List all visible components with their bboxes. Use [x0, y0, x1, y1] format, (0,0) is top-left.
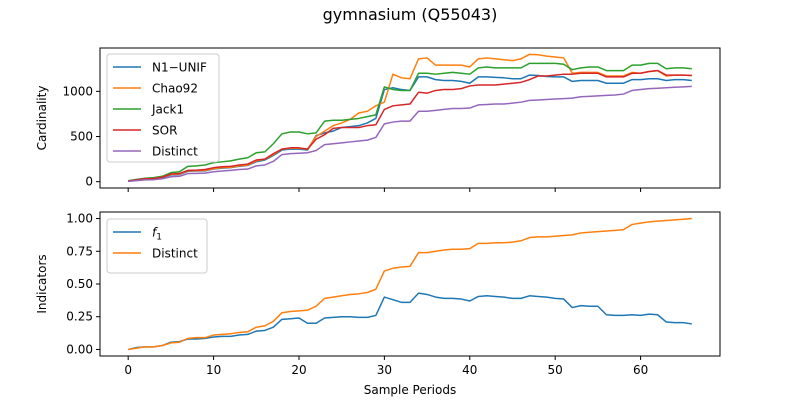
- y-tick-label: 0.00: [66, 342, 93, 356]
- y-tick-label: 500: [70, 130, 93, 144]
- series-line-1: [128, 53, 692, 182]
- x-tick-label: 0: [124, 363, 132, 377]
- y-tick-label: 1000: [62, 84, 93, 98]
- legend-label-3: SOR: [152, 124, 177, 138]
- series-line-0: [128, 292, 692, 351]
- y-tick-label: 0.50: [66, 277, 93, 291]
- axes-cardinality: 0 500 1000 Cardinality N1−UNIF Chao92 Jack1 SOR…: [35, 47, 721, 192]
- y-tick-label: 0.25: [66, 310, 93, 324]
- y-tick-label: 0.75: [66, 244, 93, 258]
- x-tick-label: 30: [377, 363, 392, 377]
- x-tick-label: 50: [548, 363, 563, 377]
- series-line-4: [128, 85, 692, 183]
- axes-indicators: 0 10 20 30 40 50 60 0.00 0.25 0.50 0.75 1.00 Indicat…: [35, 211, 721, 397]
- legend-label-4: Distinct: [152, 145, 198, 159]
- y-axis-label: Cardinality: [35, 86, 49, 151]
- legend-label-1: Chao92: [152, 82, 198, 96]
- series-line-3: [128, 69, 692, 182]
- y-tick-label: 1.00: [66, 212, 93, 226]
- legend: f1 Distinct: [106, 218, 208, 274]
- x-tick-label: 40: [462, 363, 477, 377]
- legend-label-2: Jack1: [151, 103, 184, 117]
- legend-label-0: f1: [152, 226, 162, 243]
- x-tick-label: 10: [206, 363, 221, 377]
- legend-label-1: Distinct: [152, 247, 198, 261]
- x-tick-label: 20: [291, 363, 306, 377]
- series-line-2: [128, 62, 692, 182]
- series-line-1: [128, 217, 692, 351]
- legend-label-0: N1−UNIF: [152, 61, 207, 75]
- axes-frame: [99, 47, 721, 189]
- figure-title: gymnasium (Q55043): [323, 5, 498, 24]
- x-axis-label: Sample Periods: [364, 383, 456, 397]
- legend: N1−UNIF Chao92 Jack1 SOR Distinct: [106, 53, 220, 163]
- y-tick-label: 0: [85, 175, 93, 189]
- x-tick-label: 60: [633, 363, 648, 377]
- legend-frame: [106, 53, 220, 163]
- y-axis-label: Indicators: [35, 254, 49, 313]
